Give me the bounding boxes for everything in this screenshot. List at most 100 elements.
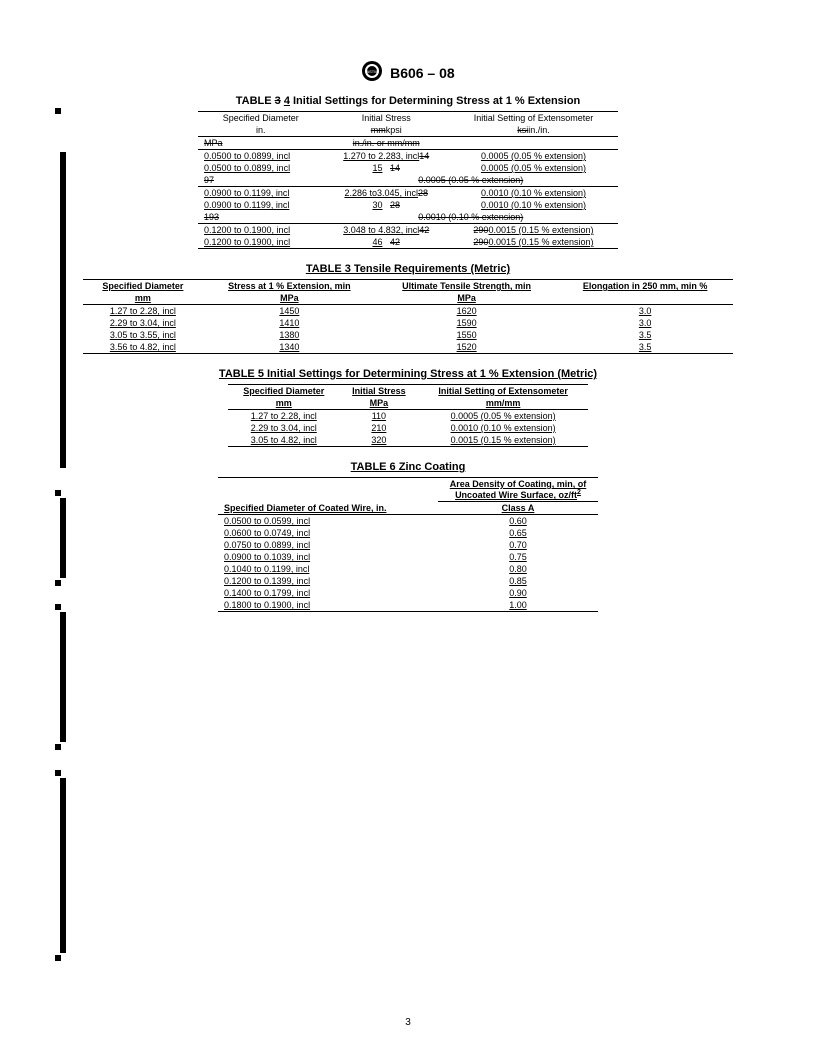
table4-col-ext: Initial Setting of Extensometer xyxy=(449,112,618,125)
diam-cell: 0.1200 to 0.1399, incl xyxy=(218,575,438,587)
col-label: Area Density of Coating, min, of Uncoate… xyxy=(450,479,587,500)
table3-col1: Specified Diameter xyxy=(83,280,203,293)
table5-col2: Initial Stress xyxy=(340,385,419,398)
changebar xyxy=(60,152,66,468)
table3-col3: Ultimate Tensile Strength, min xyxy=(376,280,557,293)
col-label: Initial Stress xyxy=(352,386,406,396)
changebar xyxy=(60,498,66,578)
table-row: 0.1200 to 0.1900, incl46 422900.0015 (0.… xyxy=(198,236,618,249)
ext-cell: 0.0005 (0.05 % extension) xyxy=(418,410,588,423)
coating-cell: 0.85 xyxy=(438,575,598,587)
stress-cell: 15 14 xyxy=(323,162,448,174)
elong-cell: 3.5 xyxy=(557,329,733,341)
ext-cell: 0.0010 (0.10 % extension) xyxy=(449,187,618,200)
stress-cell: 1380 xyxy=(203,329,376,341)
changebar-tick xyxy=(55,108,61,114)
coating-cell: 0.75 xyxy=(438,551,598,563)
col-label: Initial Stress xyxy=(362,113,411,123)
table-row: 0.0600 to 0.0749, incl0.65 xyxy=(218,527,598,539)
uts-cell: 1620 xyxy=(376,305,557,318)
changebar-tick xyxy=(55,490,61,496)
table-row: 0.1400 to 0.1799, incl0.90 xyxy=(218,587,598,599)
unit-label: MPa xyxy=(280,293,299,303)
diam-cell: 0.1400 to 0.1799, incl xyxy=(218,587,438,599)
table-row: 1930.0010 (0.10 % extension) xyxy=(198,211,618,224)
coating-cell: 0.70 xyxy=(438,539,598,551)
diam-cell: 1.27 to 2.28, incl xyxy=(228,410,340,423)
table4-col-stress-unit: mmkpsi xyxy=(323,124,448,137)
unit-label: mm/mm xyxy=(486,398,521,408)
ext-cell: 0.0005 (0.05 % extension) xyxy=(449,162,618,174)
table-row: 0.0500 to 0.0599, incl0.60 xyxy=(218,515,598,528)
stress-cell: 1340 xyxy=(203,341,376,354)
diam-cell: 2.29 to 3.04, incl xyxy=(228,422,340,434)
diam-cell: 0.1800 to 0.1900, incl xyxy=(218,599,438,612)
table-row: 3.05 to 3.55, incl138015503.5 xyxy=(83,329,733,341)
col-label: Specified Diameter xyxy=(243,386,324,396)
diam-cell: 0.0900 to 0.1199, incl xyxy=(198,199,323,211)
deleted-text: 0.0010 (0.10 % extension) xyxy=(323,211,618,224)
diam-cell: 0.0900 to 0.1199, incl xyxy=(198,187,323,200)
deleted-value: 97 xyxy=(198,174,323,187)
col-label: Initial Setting of Extensometer xyxy=(438,386,568,396)
table5-col2-unit: MPa xyxy=(340,397,419,410)
svg-text:ASTM: ASTM xyxy=(367,69,378,74)
stress-cell: 1.270 to 2.283, incl14 xyxy=(323,150,448,163)
ext-cell: 0.0005 (0.05 % extension) xyxy=(449,150,618,163)
stress-cell: 1450 xyxy=(203,305,376,318)
stress-cell: 30 28 xyxy=(323,199,448,211)
table3: Specified Diameter Stress at 1 % Extensi… xyxy=(83,279,733,354)
coating-cell: 0.60 xyxy=(438,515,598,528)
diam-cell: 0.0750 to 0.0899, incl xyxy=(218,539,438,551)
stress-cell: 110 xyxy=(340,410,419,423)
document-header: ASTM B606 – 08 xyxy=(70,60,746,85)
table6-col1: Specified Diameter of Coated Wire, in. xyxy=(218,478,438,515)
table-row: 0.1800 to 0.1900, incl1.00 xyxy=(218,599,598,612)
table-row: 0.0900 to 0.1199, incl2.286 to3.045, inc… xyxy=(198,187,618,200)
ext-cell: 0.0015 (0.15 % extension) xyxy=(418,434,588,447)
table4-col-diam-unit: in. xyxy=(198,124,323,137)
table-row: 1.27 to 2.28, incl145016203.0 xyxy=(83,305,733,318)
stress-cell: 46 42 xyxy=(323,236,448,249)
changebar xyxy=(60,612,66,742)
coating-cell: 0.65 xyxy=(438,527,598,539)
table3-col3-unit: MPa xyxy=(376,292,557,305)
deleted-value: 193 xyxy=(198,211,323,224)
diam-cell: 1.27 to 2.28, incl xyxy=(83,305,203,318)
stress-cell: 2.286 to3.045, incl28 xyxy=(323,187,448,200)
table6-class: Class A xyxy=(438,502,598,515)
class-label: Class A xyxy=(502,503,535,513)
page-number: 3 xyxy=(0,1017,816,1028)
coating-cell: 0.80 xyxy=(438,563,598,575)
table5: Specified Diameter Initial Stress Initia… xyxy=(228,384,588,447)
table-row: 0.0900 to 0.1199, incl30 280.0010 (0.10 … xyxy=(198,199,618,211)
stress-cell: 320 xyxy=(340,434,419,447)
table4-title: TABLE 3 4 Initial Settings for Determini… xyxy=(70,95,746,107)
elong-cell: 3.5 xyxy=(557,341,733,354)
col-label: Stress at 1 % Extension, min xyxy=(228,281,351,291)
uts-cell: 1520 xyxy=(376,341,557,354)
ext-cell: 2900.0015 (0.15 % extension) xyxy=(449,236,618,249)
elong-cell: 3.0 xyxy=(557,317,733,329)
coating-cell: 0.90 xyxy=(438,587,598,599)
col-label-sup: 2 xyxy=(577,489,581,496)
stress-cell: 3.048 to 4.832, incl42 xyxy=(323,224,448,237)
coating-cell: 1.00 xyxy=(438,599,598,612)
table-row: 0.1040 to 0.1199, incl0.80 xyxy=(218,563,598,575)
table-row: 0.0500 to 0.0899, incl1.270 to 2.283, in… xyxy=(198,150,618,163)
unit-new: kpsi xyxy=(386,125,402,135)
table5-col1-unit: mm xyxy=(228,397,340,410)
diam-cell: 0.1040 to 0.1199, incl xyxy=(218,563,438,575)
table4-col-stress: Initial Stress xyxy=(323,112,448,125)
stress-cell: 210 xyxy=(340,422,419,434)
table4-title-old: 3 xyxy=(275,95,281,107)
unit-old: mm xyxy=(371,125,386,135)
table5-col3-unit: mm/mm xyxy=(418,397,588,410)
table-row: 0.0750 to 0.0899, incl0.70 xyxy=(218,539,598,551)
elong-cell: 3.0 xyxy=(557,305,733,318)
col-label: Elongation in 250 mm, min % xyxy=(583,281,708,291)
table-row: 0.1200 to 0.1900, incl3.048 to 4.832, in… xyxy=(198,224,618,237)
table-row: 2.29 to 3.04, incl141015903.0 xyxy=(83,317,733,329)
diam-cell: 3.56 to 4.82, incl xyxy=(83,341,203,354)
col-label: Specified Diameter xyxy=(102,281,183,291)
